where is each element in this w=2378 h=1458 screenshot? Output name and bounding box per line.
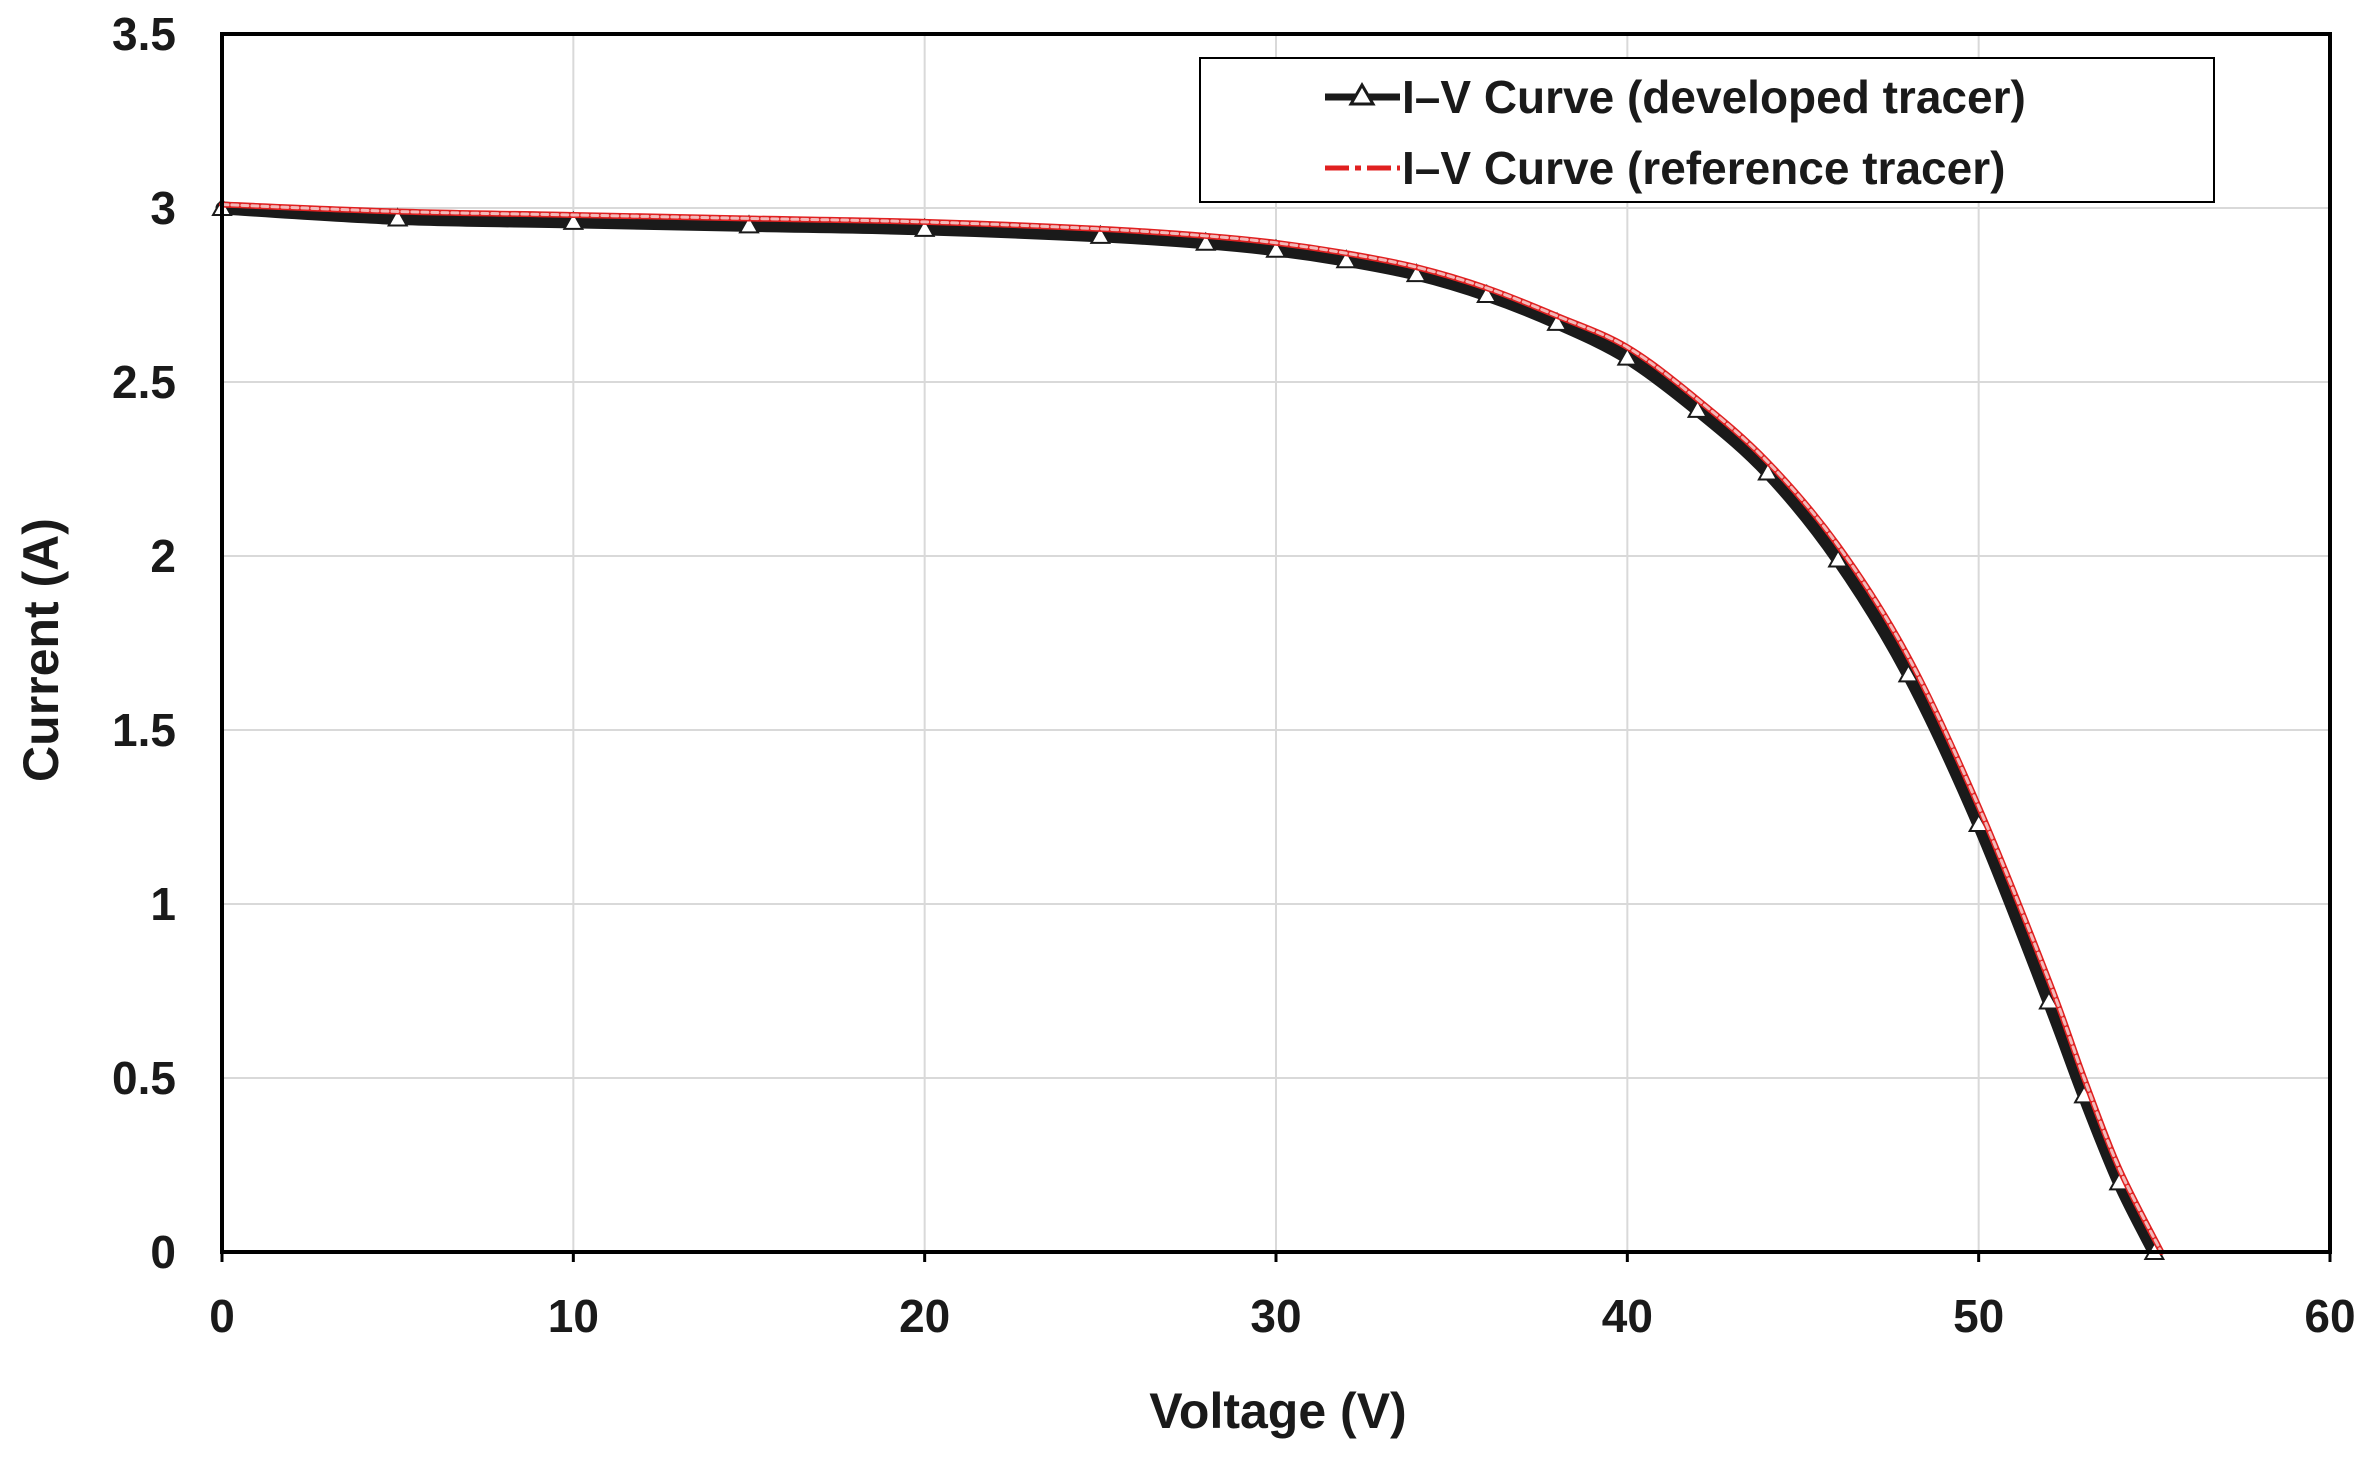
data-point-developed xyxy=(1335,249,1357,269)
y-tick-label: 2 xyxy=(150,530,176,582)
y-tick-label: 1 xyxy=(150,878,176,930)
x-tick-label: 40 xyxy=(1602,1290,1653,1342)
y-tick-label: 0.5 xyxy=(112,1052,176,1104)
data-point-developed xyxy=(1089,224,1112,244)
data-point-developed xyxy=(562,210,585,230)
data-point-developed xyxy=(1476,283,1498,303)
x-tick-label: 0 xyxy=(209,1290,235,1342)
legend-label-developed: I–V Curve (developed tracer) xyxy=(1402,71,2026,123)
data-point-developed xyxy=(1616,346,1639,366)
data-point-developed xyxy=(1265,238,1287,258)
data-point-developed xyxy=(1827,548,1849,568)
x-tick-label: 10 xyxy=(548,1290,599,1342)
data-point-developed xyxy=(1405,263,1428,283)
x-tick-label: 20 xyxy=(899,1290,950,1342)
y-tick-label: 2.5 xyxy=(112,356,176,408)
x-axis-title: Voltage (V) xyxy=(1149,1383,1406,1439)
y-axis-title: Current (A) xyxy=(13,518,69,782)
series-line-reference-highlight xyxy=(220,203,2163,1254)
legend: I–V Curve (developed tracer) I–V Curve (… xyxy=(1199,57,2215,203)
y-tick-label: 3 xyxy=(150,182,176,234)
x-tick-label: 50 xyxy=(1953,1290,2004,1342)
data-point-developed xyxy=(1546,311,1568,331)
data-point-developed xyxy=(1195,231,1217,251)
y-tick-label: 1.5 xyxy=(112,704,176,756)
data-point-developed xyxy=(1686,398,1709,418)
x-tick-label: 30 xyxy=(1250,1290,1301,1342)
x-tick-label: 60 xyxy=(2304,1290,2355,1342)
data-point-developed xyxy=(738,214,760,234)
series-group xyxy=(211,196,2166,1260)
y-tick-label: 0 xyxy=(150,1226,176,1278)
data-point-developed xyxy=(913,217,936,237)
legend-label-reference: I–V Curve (reference tracer) xyxy=(1402,142,2005,194)
data-point-developed xyxy=(1757,461,1779,481)
plot-frame xyxy=(220,32,2332,1254)
legend-marker-triangle xyxy=(1348,82,1376,106)
y-tick-labels: 0 0.5 1 1.5 2 2.5 3 3.5 xyxy=(112,8,176,1278)
data-point-developed xyxy=(386,207,409,227)
x-tick-labels: 0 10 20 30 40 50 60 xyxy=(209,1290,2355,1342)
data-point-developed xyxy=(1897,663,1920,683)
legend-box xyxy=(1199,57,2215,203)
y-tick-label: 3.5 xyxy=(112,8,176,60)
